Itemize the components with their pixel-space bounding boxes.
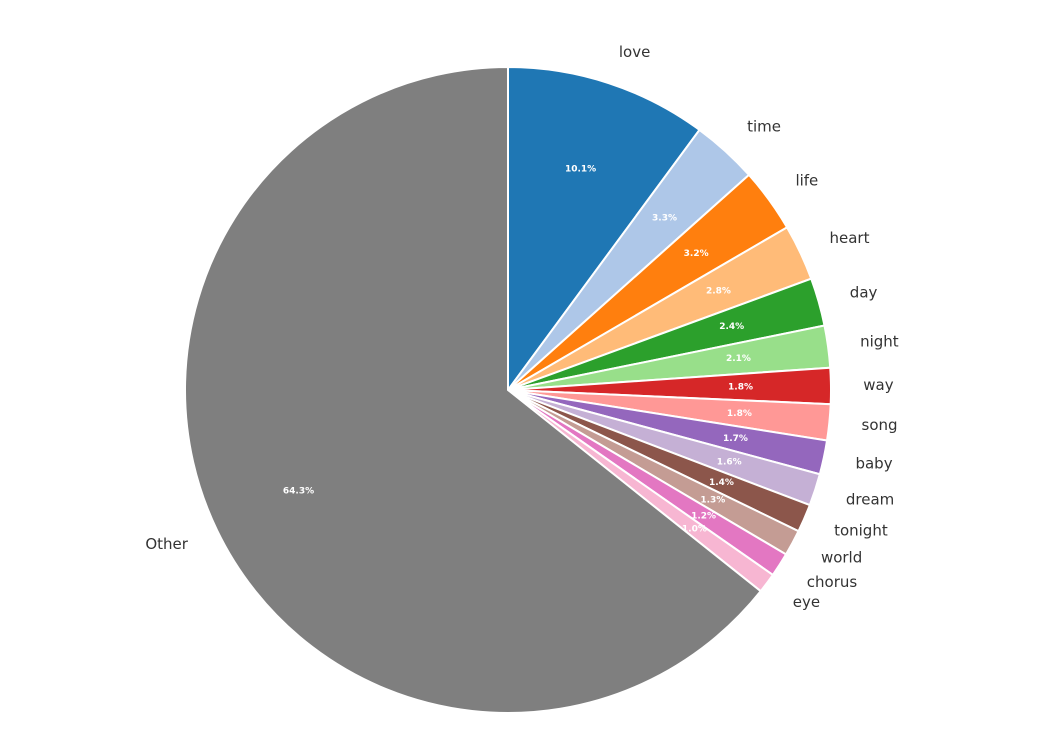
pie-wedge [184, 65, 763, 714]
wedge-label: day [850, 284, 878, 302]
wedge-label: dream [846, 490, 894, 508]
percent-label: 1.2% [691, 511, 716, 521]
wedge-label: time [747, 118, 781, 136]
wedge-label: world [821, 549, 862, 567]
pie-wedge [507, 65, 701, 394]
percent-label: 2.4% [719, 322, 744, 332]
percent-label: 1.3% [700, 496, 725, 506]
percent-label: 1.4% [709, 478, 734, 488]
wedge-label: heart [829, 229, 869, 247]
wedge-label: song [862, 416, 898, 434]
percent-label: 1.7% [723, 434, 748, 444]
percent-label: 1.6% [717, 457, 742, 467]
percent-label: 1.8% [727, 409, 752, 419]
percent-label: 2.8% [706, 286, 731, 296]
wedge-label: chorus [807, 573, 858, 591]
wedge-label: night [860, 333, 899, 351]
percent-label: 2.1% [726, 354, 751, 364]
wedge-label: love [619, 43, 650, 61]
percent-label: 64.3% [283, 486, 314, 496]
percent-label: 1.0% [682, 525, 707, 535]
wedge-label: eye [793, 593, 820, 611]
wedge-label: tonight [834, 522, 888, 540]
wedge-label: baby [855, 455, 892, 473]
percent-label: 1.8% [728, 383, 753, 393]
percent-label: 3.3% [652, 213, 677, 223]
wedge-label: Other [145, 535, 188, 553]
wedge-label: life [795, 172, 818, 190]
percent-label: 3.2% [684, 249, 709, 259]
percent-label: 10.1% [565, 165, 596, 175]
wedge-label: way [863, 376, 893, 394]
